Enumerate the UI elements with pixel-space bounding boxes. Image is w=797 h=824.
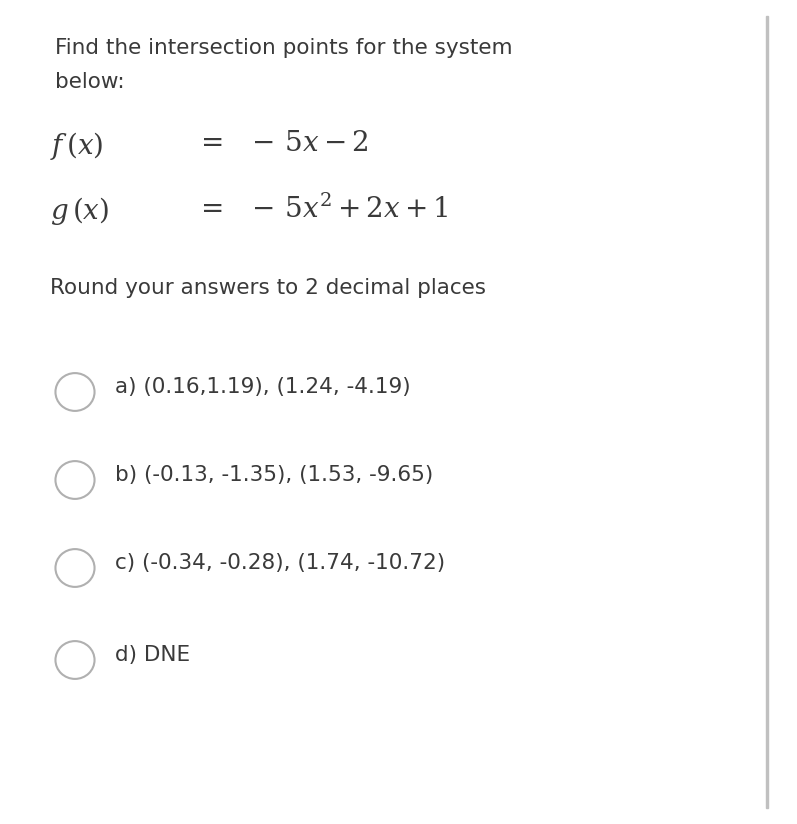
Text: c) (-0.34, -0.28), (1.74, -10.72): c) (-0.34, -0.28), (1.74, -10.72)	[115, 553, 446, 573]
Text: $=\ \ -\,5x - 2$: $=\ \ -\,5x - 2$	[195, 130, 368, 157]
Text: $g\,(x)$: $g\,(x)$	[50, 195, 109, 227]
Text: d) DNE: d) DNE	[115, 645, 190, 665]
Text: Round your answers to 2 decimal places: Round your answers to 2 decimal places	[50, 278, 486, 298]
Text: $f\,(x)$: $f\,(x)$	[50, 130, 104, 162]
Text: Find the intersection points for the system: Find the intersection points for the sys…	[55, 38, 512, 58]
Text: b) (-0.13, -1.35), (1.53, -9.65): b) (-0.13, -1.35), (1.53, -9.65)	[115, 465, 434, 485]
Text: below:: below:	[55, 72, 124, 92]
Text: a) (0.16,1.19), (1.24, -4.19): a) (0.16,1.19), (1.24, -4.19)	[115, 377, 410, 397]
Text: $=\ \ -\,5x^2 + 2x + 1$: $=\ \ -\,5x^2 + 2x + 1$	[195, 195, 449, 224]
